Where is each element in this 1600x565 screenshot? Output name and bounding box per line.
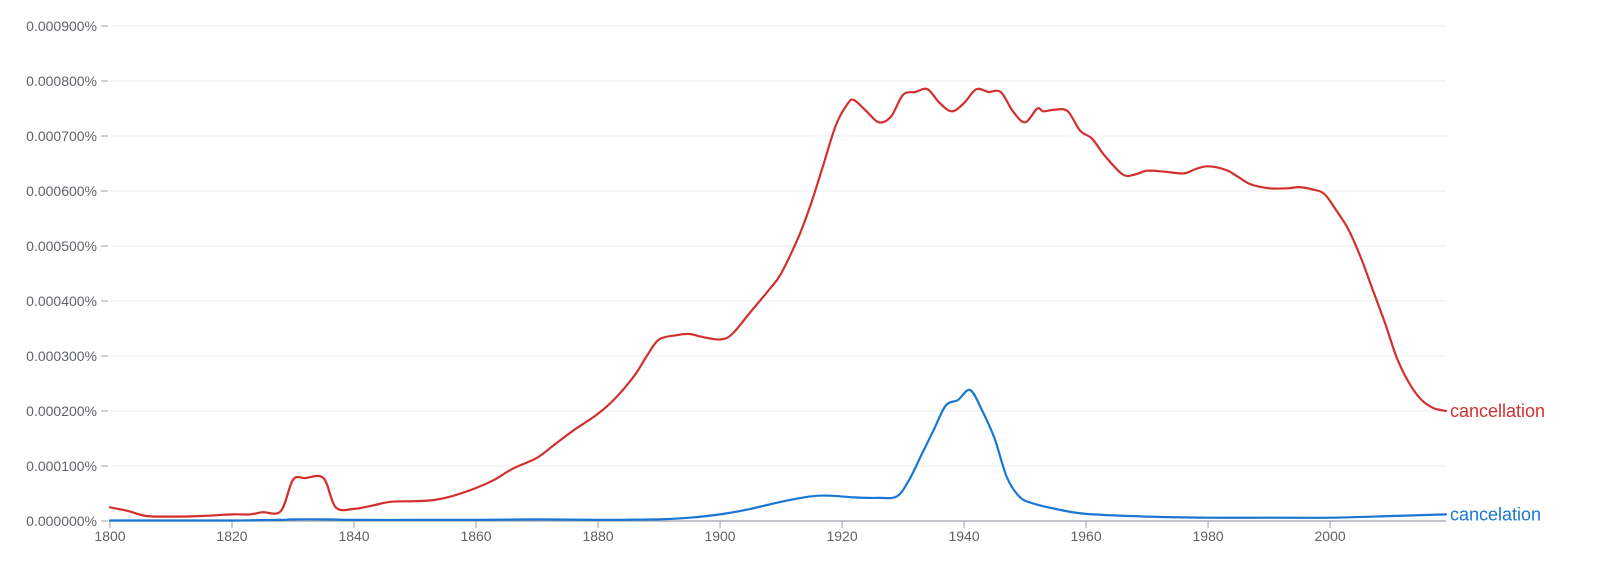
y-tick-label: 0.000800%	[26, 73, 97, 89]
series-line-cancelation[interactable]	[108, 388, 1448, 522]
x-axis: 1800 1820 1840 1860 1880 1900 1920 1940 1960 1980…	[94, 520, 1446, 544]
y-axis: 0.000000% 0.000100% 0.000200% 0.000300% 0.00…	[26, 18, 108, 529]
series-labels: cancellation cancelation	[1450, 401, 1545, 524]
x-tick-label: 1820	[216, 528, 247, 544]
x-tick-label: 1880	[582, 528, 613, 544]
y-tick-label: 0.000600%	[26, 183, 97, 199]
x-tick-label: 1800	[94, 528, 125, 544]
y-tick-label: 0.000000%	[26, 513, 97, 529]
y-tick-label: 0.000400%	[26, 293, 97, 309]
x-tick-label: 1860	[460, 528, 491, 544]
series-label-cancellation: cancellation	[1450, 401, 1545, 421]
y-tick-label: 0.000100%	[26, 458, 97, 474]
series-line-cancellation[interactable]	[108, 87, 1448, 518]
x-tick-label: 1920	[826, 528, 857, 544]
y-tick-label: 0.000300%	[26, 348, 97, 364]
x-tick-label: 1960	[1070, 528, 1101, 544]
series-label-cancelation: cancelation	[1450, 504, 1541, 524]
x-tick-label: 1900	[704, 528, 735, 544]
x-tick-label: 1940	[948, 528, 979, 544]
series-lines	[108, 87, 1448, 522]
x-tick-label: 1980	[1193, 528, 1224, 544]
gridlines	[110, 25, 1446, 467]
x-tick-label: 2000	[1315, 528, 1346, 544]
y-tick-label: 0.000900%	[26, 18, 97, 34]
y-tick-label: 0.000200%	[26, 403, 97, 419]
x-tick-label: 1840	[338, 528, 369, 544]
y-tick-label: 0.000500%	[26, 238, 97, 254]
y-tick-label: 0.000700%	[26, 128, 97, 144]
